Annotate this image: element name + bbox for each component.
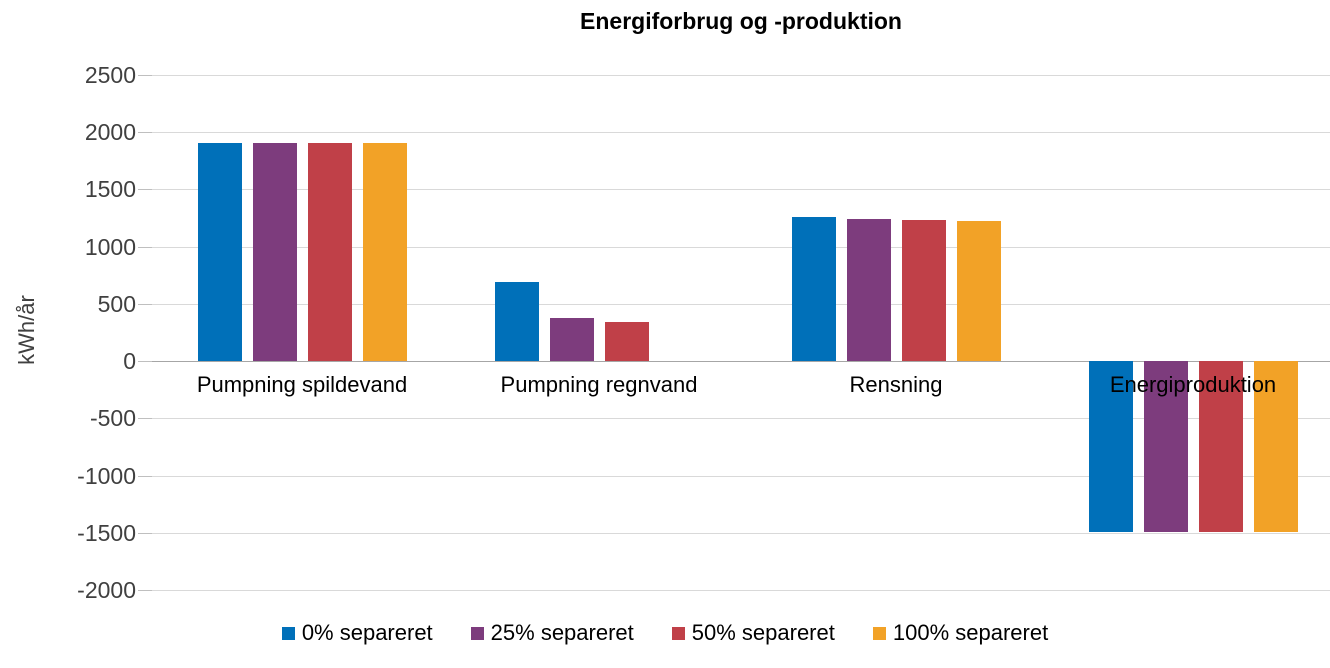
y-axis-tick-label: 0 (123, 348, 136, 375)
gridline (152, 132, 1330, 134)
y-axis-tick-mark (138, 475, 152, 477)
legend-swatch-icon (281, 626, 295, 640)
legend-item: 25% separeret (470, 620, 634, 646)
legend-swatch-icon (671, 626, 685, 640)
chart-title: Energiforbrug og -produktion (580, 8, 902, 34)
category-label: Rensning (849, 372, 943, 397)
y-axis-tick-mark (138, 418, 152, 420)
gridline (152, 246, 1330, 248)
legend-item: 100% separeret (872, 620, 1049, 646)
bar-0-2 (791, 216, 836, 362)
legend-label: 25% separeret (490, 620, 634, 645)
y-axis-tick-label: 1000 (84, 233, 136, 260)
bar-2-1 (604, 322, 649, 362)
y-axis-tick-label: -1000 (77, 462, 136, 489)
bar-2-2 (901, 220, 946, 362)
gridline (152, 303, 1330, 305)
legend: 0% separeret 25% separeret 50% separeret 10… (0, 620, 1330, 646)
y-axis-tick-mark (138, 132, 152, 134)
bar-3-0 (362, 142, 407, 362)
bar-0-3 (1088, 361, 1133, 532)
y-axis-tick-mark (138, 361, 152, 363)
bar-1-1 (549, 317, 594, 362)
y-axis-tick-mark (138, 75, 152, 76)
legend-item: 0% separeret (281, 620, 433, 646)
bar-2-3 (1198, 361, 1243, 532)
y-axis-tick-label: 500 (97, 290, 136, 317)
y-axis-tick-mark (138, 189, 152, 191)
y-axis-tick-label: 1500 (84, 176, 136, 203)
bar-3-2 (956, 221, 1001, 362)
plot-area (138, 75, 1330, 591)
y-axis-tick-mark (138, 246, 152, 248)
bar-1-3 (1143, 361, 1188, 532)
gridline (152, 189, 1330, 191)
legend-item: 50% separeret (671, 620, 835, 646)
y-axis-tick-label: 2000 (84, 119, 136, 146)
category-label: Pumpning regnvand (500, 372, 698, 397)
bar-1-0 (252, 142, 297, 362)
category-label: Energiproduktion (1109, 372, 1277, 397)
bar-3-3 (1253, 361, 1298, 532)
legend-label: 50% separeret (691, 620, 835, 645)
legend-label: 0% separeret (301, 620, 433, 645)
bar-1-2 (846, 219, 891, 362)
gridline (152, 532, 1330, 534)
y-axis-tick-mark (138, 532, 152, 534)
legend-swatch-icon (872, 626, 886, 640)
bar-2-0 (307, 142, 352, 362)
legend-label: 100% separeret (892, 620, 1049, 645)
category-label: Pumpning spildevand (196, 372, 408, 397)
bar-0-0 (197, 142, 242, 362)
y-axis-tick-label: -1500 (77, 519, 136, 546)
bar-0-1 (494, 282, 539, 362)
gridline (152, 475, 1330, 477)
y-axis-tick-label: -2000 (77, 577, 136, 603)
y-axis-tick-mark (138, 303, 152, 305)
gridline (152, 418, 1330, 420)
zero-axis-line (152, 361, 1330, 363)
y-axis-tick-label: 2500 (84, 62, 136, 88)
gridline (152, 590, 1330, 591)
y-axis-tick-mark (138, 590, 152, 591)
y-axis-tick-label: -500 (89, 405, 136, 432)
gridline (152, 75, 1330, 76)
legend-swatch-icon (470, 626, 484, 640)
